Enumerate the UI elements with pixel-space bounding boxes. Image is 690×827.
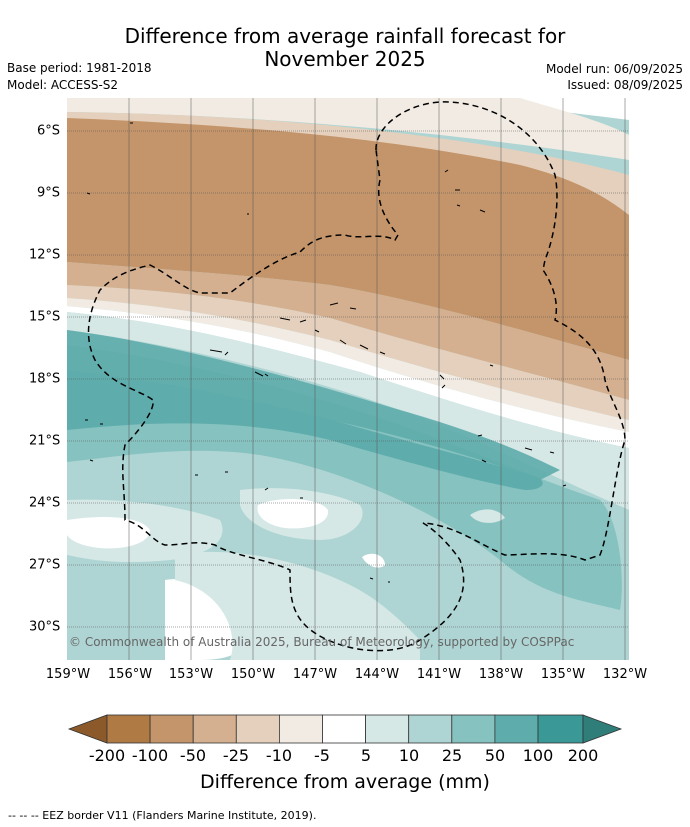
- lon-label-141w: 141°W: [416, 667, 462, 682]
- lat-label-15s: 15°S: [29, 309, 61, 325]
- lon-label-144w: 144°W: [354, 667, 400, 682]
- lat-label-27s: 27°S: [29, 557, 61, 573]
- lat-label-21s: 21°S: [29, 433, 61, 449]
- colorbar-tick-label: 10: [398, 746, 420, 765]
- model-name: Model: ACCESS-S2: [7, 78, 119, 92]
- map-title-line2: November 2025: [264, 47, 426, 71]
- eez-border: [87, 101, 626, 652]
- colorbar-tick-label: 200: [567, 746, 599, 765]
- issued-date: Issued: 08/09/2025: [567, 78, 683, 92]
- colorbar-title: Difference from average (mm): [200, 771, 490, 793]
- colorbar-tick-label: -200: [88, 746, 126, 765]
- colorbar-tick-label: 100: [522, 746, 554, 765]
- lon-label-159w: 159°W: [45, 667, 91, 682]
- copyright-notice: © Commonwealth of Australia 2025, Bureau…: [69, 635, 575, 649]
- colorbar-tick-label: 25: [441, 746, 463, 765]
- colorbar-tick-label: -25: [222, 746, 250, 765]
- colorbar-tick-label: 50: [484, 746, 506, 765]
- colorbar-tick-label: 5: [360, 746, 372, 765]
- lon-label-156w: 156°W: [107, 667, 153, 682]
- colorbar-tick-label: -10: [265, 746, 293, 765]
- colorbar-tick-label: -5: [314, 746, 330, 765]
- lat-label-9s: 9°S: [37, 185, 61, 201]
- base-period: Base period: 1981-2018: [7, 61, 152, 75]
- lon-label-150w: 150°W: [230, 667, 276, 682]
- lat-label-6s: 6°S: [37, 123, 61, 139]
- model-run-date: Model run: 06/09/2025: [545, 62, 683, 76]
- lon-label-147w: 147°W: [292, 667, 338, 682]
- lat-label-12s: 12°S: [29, 247, 61, 263]
- colorbar: [67, 714, 623, 744]
- lat-label-18s: 18°S: [29, 371, 61, 387]
- lon-label-138w: 138°W: [478, 667, 524, 682]
- eez-footnote: -- -- -- EEZ border V11 (Flanders Marine…: [8, 809, 317, 822]
- lat-label-24s: 24°S: [29, 495, 61, 511]
- lon-label-135w: 135°W: [540, 667, 586, 682]
- gridlines: [67, 98, 629, 660]
- colorbar-tick-label: -50: [179, 746, 207, 765]
- lat-label-30s: 30°S: [29, 619, 61, 635]
- islands: [85, 122, 567, 583]
- colorbar-tick-label: -100: [131, 746, 169, 765]
- lon-label-153w: 153°W: [168, 667, 214, 682]
- lon-label-132w: 132°W: [602, 667, 648, 682]
- map-title-line1: Difference from average rainfall forecas…: [124, 24, 566, 48]
